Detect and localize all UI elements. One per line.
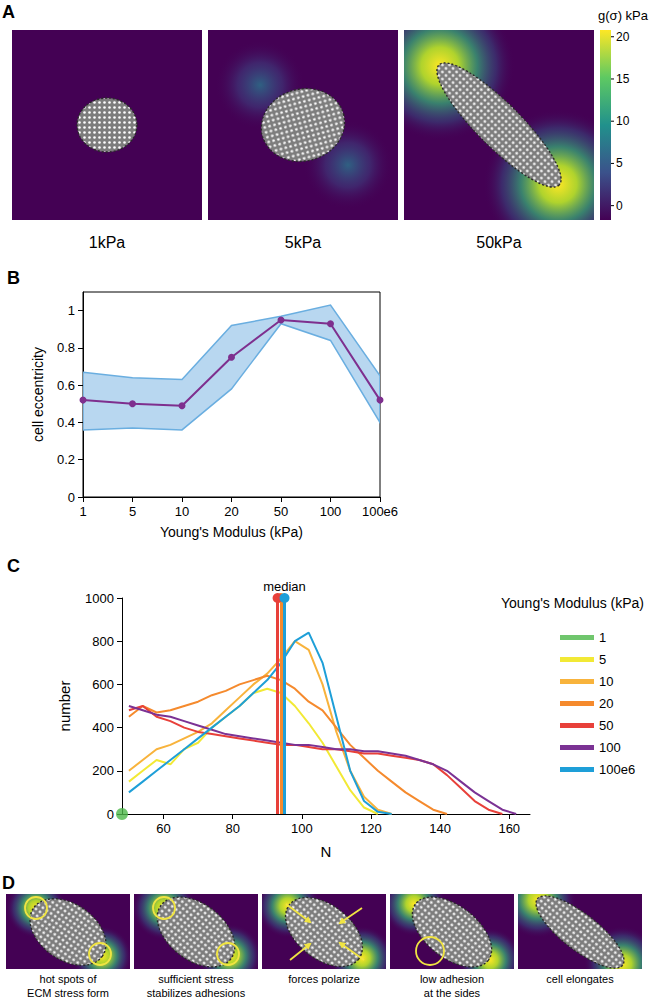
svg-text:cell eccentricity: cell eccentricity xyxy=(30,347,46,442)
svg-text:5: 5 xyxy=(599,652,606,667)
svg-text:100: 100 xyxy=(320,504,342,519)
svg-text:ECM stress form: ECM stress form xyxy=(27,987,109,999)
svg-text:number: number xyxy=(56,681,73,732)
svg-text:160: 160 xyxy=(498,821,520,836)
svg-text:stabilizes adhesions: stabilizes adhesions xyxy=(147,987,246,999)
svg-text:cell elongates: cell elongates xyxy=(546,973,614,985)
svg-text:0: 0 xyxy=(616,199,623,213)
svg-text:hot spots of: hot spots of xyxy=(40,973,98,985)
svg-text:0: 0 xyxy=(107,807,114,822)
svg-text:100: 100 xyxy=(291,821,313,836)
svg-text:5: 5 xyxy=(129,504,136,519)
svg-text:120: 120 xyxy=(360,821,382,836)
svg-text:50: 50 xyxy=(599,718,613,733)
svg-text:D: D xyxy=(2,874,15,893)
svg-text:B: B xyxy=(7,268,20,288)
svg-text:15: 15 xyxy=(616,72,630,86)
svg-text:100e6: 100e6 xyxy=(362,504,398,519)
svg-text:0: 0 xyxy=(68,490,75,505)
svg-text:1: 1 xyxy=(79,504,86,519)
svg-text:Young's Modulus (kPa): Young's Modulus (kPa) xyxy=(160,524,303,540)
svg-text:5kPa: 5kPa xyxy=(285,234,322,251)
svg-text:20: 20 xyxy=(616,30,630,44)
svg-text:200: 200 xyxy=(92,763,114,778)
svg-text:20: 20 xyxy=(599,696,613,711)
svg-text:100e6: 100e6 xyxy=(599,762,635,777)
svg-text:100: 100 xyxy=(599,740,621,755)
svg-text:0.2: 0.2 xyxy=(57,452,75,467)
svg-text:10: 10 xyxy=(175,504,189,519)
svg-text:C: C xyxy=(7,556,20,576)
svg-text:140: 140 xyxy=(429,821,451,836)
svg-text:800: 800 xyxy=(92,634,114,649)
svg-text:0.6: 0.6 xyxy=(57,378,75,393)
svg-text:10: 10 xyxy=(599,674,613,689)
svg-text:400: 400 xyxy=(92,720,114,735)
svg-text:0.8: 0.8 xyxy=(57,340,75,355)
svg-text:N: N xyxy=(321,843,332,860)
svg-text:forces polarize: forces polarize xyxy=(288,973,360,985)
svg-text:5: 5 xyxy=(616,156,623,170)
svg-text:60: 60 xyxy=(156,821,170,836)
svg-text:50: 50 xyxy=(274,504,288,519)
svg-text:g(σ) kPa: g(σ) kPa xyxy=(598,8,649,23)
svg-text:50kPa: 50kPa xyxy=(476,234,521,251)
svg-text:1kPa: 1kPa xyxy=(89,234,126,251)
svg-text:low adhesion: low adhesion xyxy=(420,973,484,985)
svg-text:1: 1 xyxy=(68,303,75,318)
svg-text:median: median xyxy=(263,579,306,594)
svg-text:600: 600 xyxy=(92,677,114,692)
svg-text:10: 10 xyxy=(616,114,630,128)
svg-text:at the sides: at the sides xyxy=(424,987,481,999)
svg-text:0.4: 0.4 xyxy=(57,415,75,430)
svg-text:Young's Modulus (kPa): Young's Modulus (kPa) xyxy=(501,595,644,611)
svg-text:80: 80 xyxy=(225,821,239,836)
svg-text:1: 1 xyxy=(599,630,606,645)
svg-text:sufficient stress: sufficient stress xyxy=(158,973,234,985)
svg-text:20: 20 xyxy=(224,504,238,519)
svg-text:A: A xyxy=(2,2,15,22)
svg-text:1000: 1000 xyxy=(85,591,114,606)
